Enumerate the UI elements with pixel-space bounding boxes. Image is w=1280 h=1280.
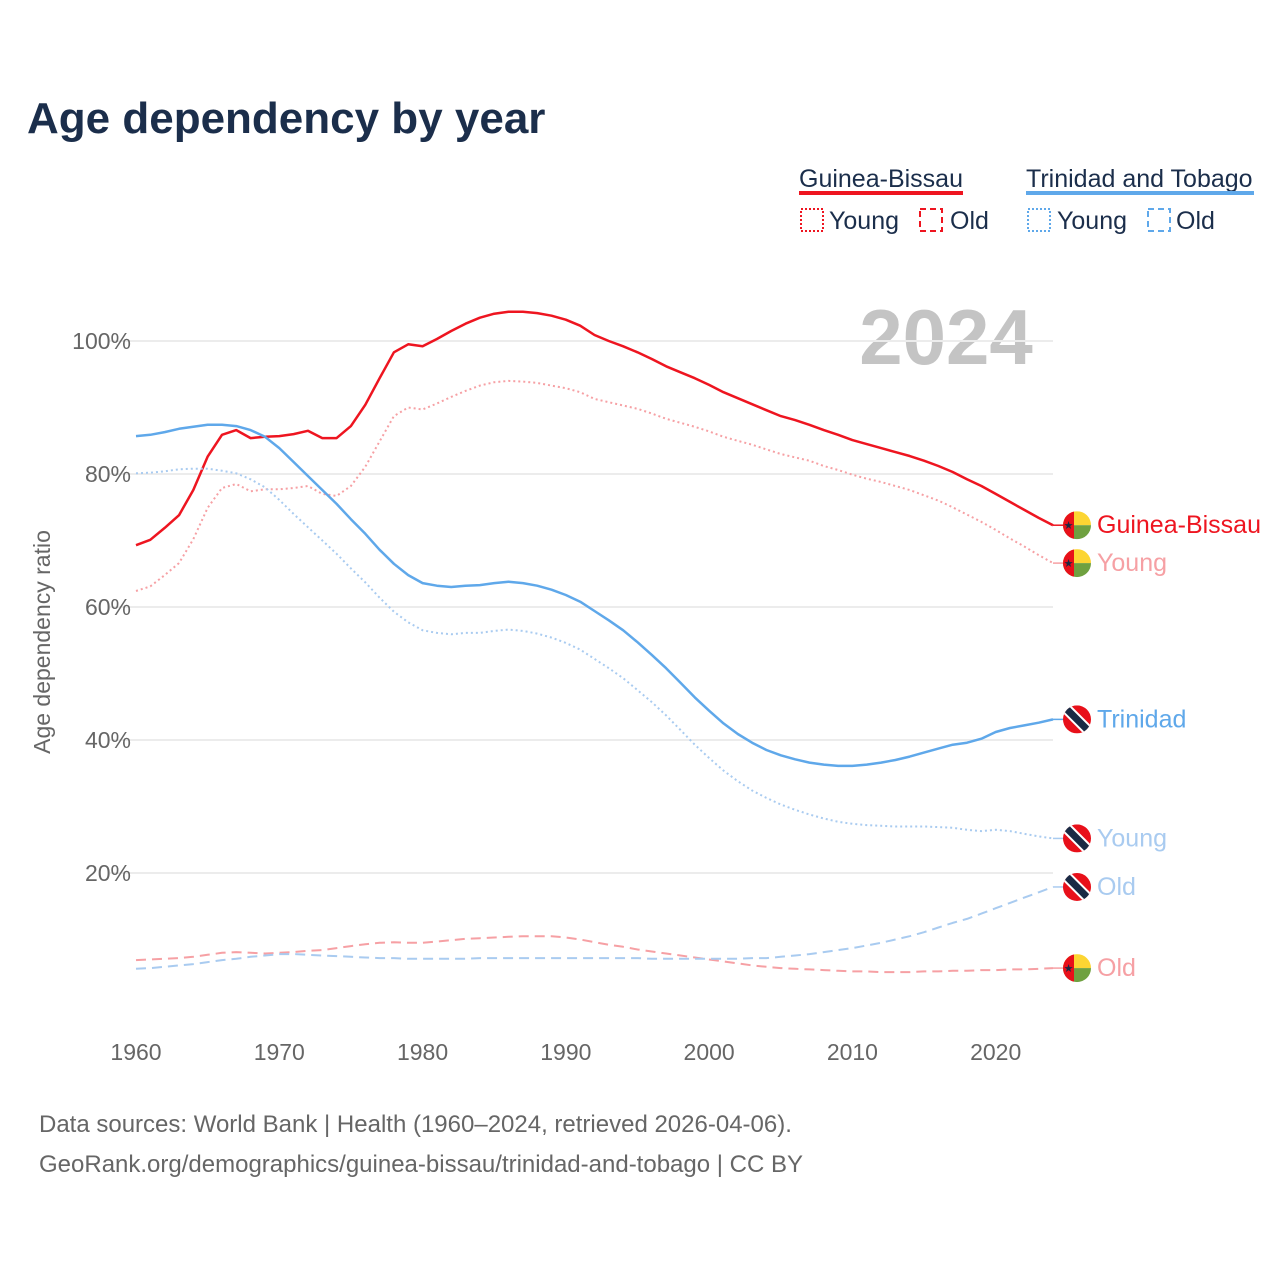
x-tick-label: 2020 [970,1039,1021,1065]
end-label: Trinidad [1097,705,1186,733]
y-tick-label: 100% [72,328,131,354]
end-label: Old [1097,954,1136,982]
trinidad-flag-icon [1063,705,1091,734]
legend-young-label: Young [1057,207,1127,235]
y-axis-ticks: 20% 40% 60% 80% 100% [72,328,131,886]
y-axis-label: Age dependency ratio [29,530,55,754]
trinidad-flag-icon [1063,872,1091,901]
legend-young-label: Young [829,207,899,235]
legend-solid-swatch [1026,191,1254,195]
end-labels: ★ Guinea-Bissau ★ Young ★ Old Trinidad Young Old [1053,511,1261,983]
trinidad-flag-icon [1063,824,1091,853]
svg-text:★: ★ [1064,963,1074,975]
series-lines [135,310,1054,974]
current-year-label: 2024 [859,293,1033,381]
legend-guinea-bissau[interactable]: Guinea-Bissau Young Old [799,165,989,235]
y-tick-label: 20% [85,860,131,886]
x-tick-label: 1970 [254,1039,305,1065]
legend-dashed-swatch [1147,208,1171,232]
end-label: Guinea-Bissau [1097,511,1261,539]
y-tick-label: 80% [85,461,131,487]
grid [110,340,1053,874]
legend: Guinea-Bissau Young Old Trinidad and Tob… [799,165,1254,235]
legend-country-label: Guinea-Bissau [799,165,963,193]
legend-solid-swatch [799,191,963,195]
x-tick-label: 2010 [827,1039,878,1065]
series-line-trinidad-and-tobago[interactable] [135,423,1054,768]
end-label: Old [1097,873,1136,901]
series-line-trinidad-and-tobago-old[interactable] [135,886,1054,970]
legend-old-label: Old [1176,207,1215,235]
legend-dotted-swatch [1027,208,1051,232]
end-label: Young [1097,549,1167,577]
x-axis-ticks: 1960 1970 1980 1990 2000 2010 2020 [110,1039,1021,1065]
x-tick-label: 1990 [540,1039,591,1065]
guinea-bissau-flag-icon: ★ [1063,549,1091,578]
legend-dashed-swatch [919,208,943,232]
guinea-bissau-flag-icon: ★ [1063,954,1091,983]
x-tick-label: 1980 [397,1039,448,1065]
footer-sources: Data sources: World Bank | Health (1960–… [39,1111,792,1138]
legend-country-label: Trinidad and Tobago [1026,165,1253,193]
x-tick-label: 2000 [684,1039,735,1065]
chart-title: Age dependency by year [27,94,545,143]
series-line-guinea-bissau-young[interactable] [135,379,1054,592]
legend-old-label: Old [950,207,989,235]
y-tick-label: 40% [85,727,131,753]
series-line-guinea-bissau[interactable] [135,310,1054,547]
x-tick-label: 1960 [110,1039,161,1065]
end-label: Young [1097,824,1167,852]
y-tick-label: 60% [85,594,131,620]
series-line-trinidad-and-tobago-young[interactable] [135,467,1054,840]
series-line-guinea-bissau-old[interactable] [135,935,1054,974]
legend-dotted-swatch [800,208,824,232]
svg-text:★: ★ [1064,558,1074,570]
svg-text:★: ★ [1064,520,1074,532]
legend-trinidad-and-tobago[interactable]: Trinidad and Tobago Young Old [1026,165,1254,235]
footer-attribution[interactable]: GeoRank.org/demographics/guinea-bissau/t… [39,1151,803,1178]
guinea-bissau-flag-icon: ★ [1063,511,1091,540]
